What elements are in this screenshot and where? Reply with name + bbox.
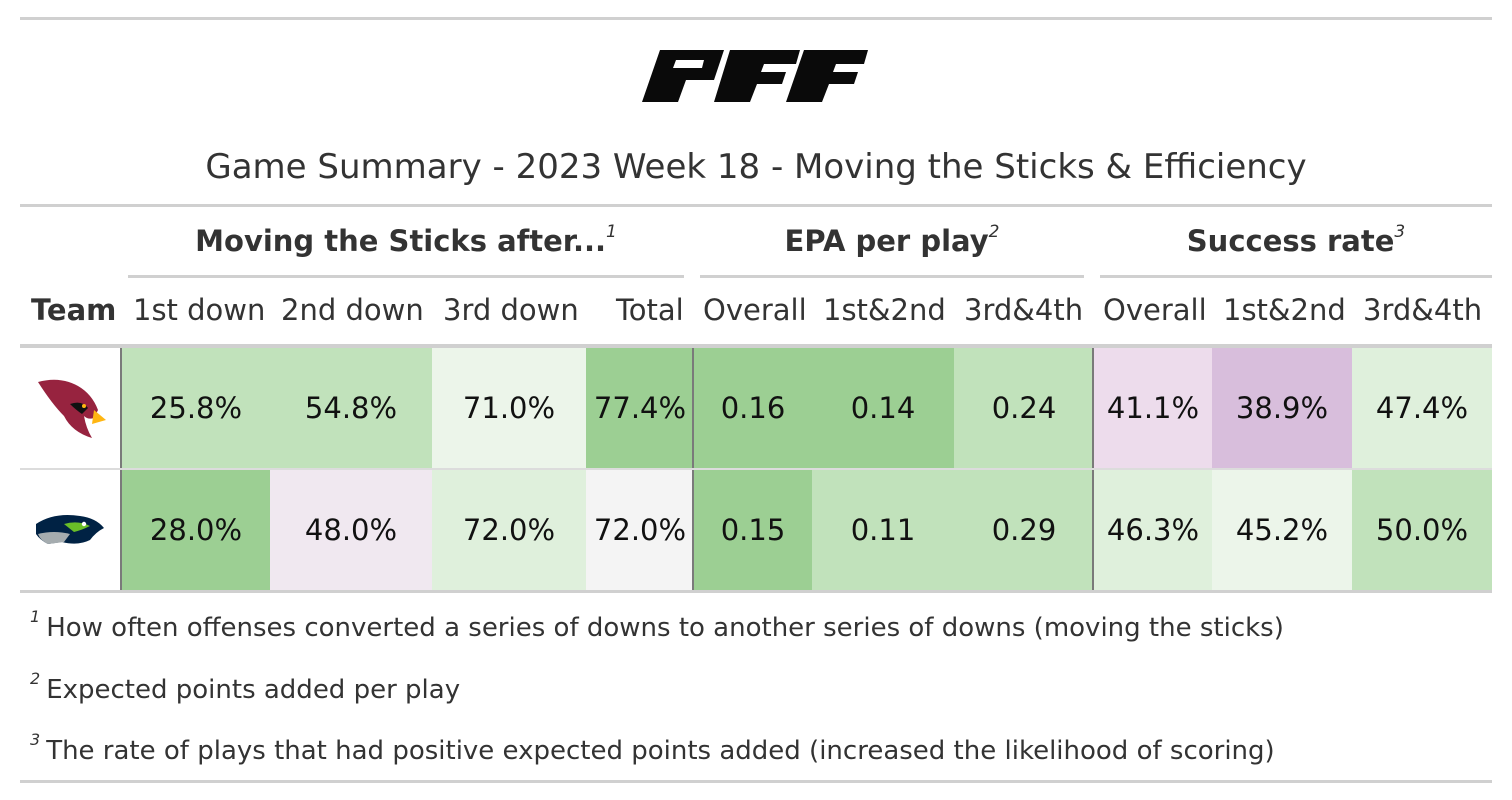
table-cell: 0.11 bbox=[812, 470, 954, 590]
column-header: Total bbox=[616, 293, 684, 327]
spanner-underline bbox=[1100, 275, 1492, 278]
table-bottom-rule bbox=[20, 590, 1492, 593]
column-header: 3rd&4th bbox=[964, 293, 1084, 327]
table-cell: 45.2% bbox=[1212, 470, 1352, 590]
table-cell: 47.4% bbox=[1352, 348, 1492, 468]
footnote-mark: 1 bbox=[606, 222, 617, 242]
table-cell: 72.0% bbox=[586, 470, 694, 590]
column-header: 3rd down bbox=[443, 293, 579, 327]
column-header: 2nd down bbox=[281, 293, 424, 327]
column-header: Overall bbox=[1103, 293, 1207, 327]
footnote: 3 The rate of plays that had positive exp… bbox=[30, 730, 1275, 766]
table-cell: 0.14 bbox=[812, 348, 954, 468]
column-header: 3rd&4th bbox=[1363, 293, 1483, 327]
spanner-success-rate: Success rate3 bbox=[1186, 222, 1406, 258]
column-header: Overall bbox=[703, 293, 807, 327]
table-cell: 0.16 bbox=[694, 348, 812, 468]
table-cell: 0.29 bbox=[954, 470, 1094, 590]
bottom-rule bbox=[20, 780, 1492, 783]
footnote: 1 How often offenses converted a series o… bbox=[30, 607, 1284, 643]
spanner-epa: EPA per play2 bbox=[784, 222, 1000, 258]
arizona-cardinals-logo-icon bbox=[38, 379, 106, 438]
title-rule bbox=[20, 204, 1492, 207]
table-cell: 25.8% bbox=[122, 348, 270, 468]
header-rule bbox=[20, 344, 1492, 348]
footnote: 2 Expected points added per play bbox=[30, 669, 461, 705]
row-rule bbox=[20, 468, 1492, 470]
footnote-mark: 1 bbox=[30, 607, 41, 626]
footnote-mark: 2 bbox=[30, 669, 41, 688]
column-header: 1st down bbox=[133, 293, 266, 327]
team-cell bbox=[20, 348, 120, 468]
column-header: 1st&2nd bbox=[1223, 293, 1346, 327]
footnote-mark: 3 bbox=[30, 730, 41, 749]
spanner-underline bbox=[700, 275, 1084, 278]
spanner-underline bbox=[128, 275, 684, 278]
table-cell: 77.4% bbox=[586, 348, 694, 468]
seattle-seahawks-logo-icon bbox=[36, 515, 104, 544]
spanner-moving-sticks: Moving the Sticks after...1 bbox=[195, 222, 617, 258]
table-cell: 0.15 bbox=[694, 470, 812, 590]
top-rule bbox=[20, 17, 1492, 20]
table-cell: 71.0% bbox=[432, 348, 586, 468]
column-header-team: Team bbox=[31, 293, 117, 327]
team-cell bbox=[20, 470, 120, 590]
table-cell: 38.9% bbox=[1212, 348, 1352, 468]
table-cell: 54.8% bbox=[270, 348, 432, 468]
column-header: 1st&2nd bbox=[823, 293, 946, 327]
footnote-mark: 2 bbox=[988, 222, 1000, 242]
chart-title: Game Summary - 2023 Week 18 - Moving the… bbox=[205, 147, 1307, 187]
table-cell: 28.0% bbox=[122, 470, 270, 590]
table-cell: 0.24 bbox=[954, 348, 1094, 468]
table-cell: 50.0% bbox=[1352, 470, 1492, 590]
table-cell: 48.0% bbox=[270, 470, 432, 590]
footnote-mark: 3 bbox=[1394, 222, 1406, 242]
table-cell: 41.1% bbox=[1094, 348, 1212, 468]
table-cell: 72.0% bbox=[432, 470, 586, 590]
pff-logo bbox=[642, 50, 868, 102]
table-cell: 46.3% bbox=[1094, 470, 1212, 590]
